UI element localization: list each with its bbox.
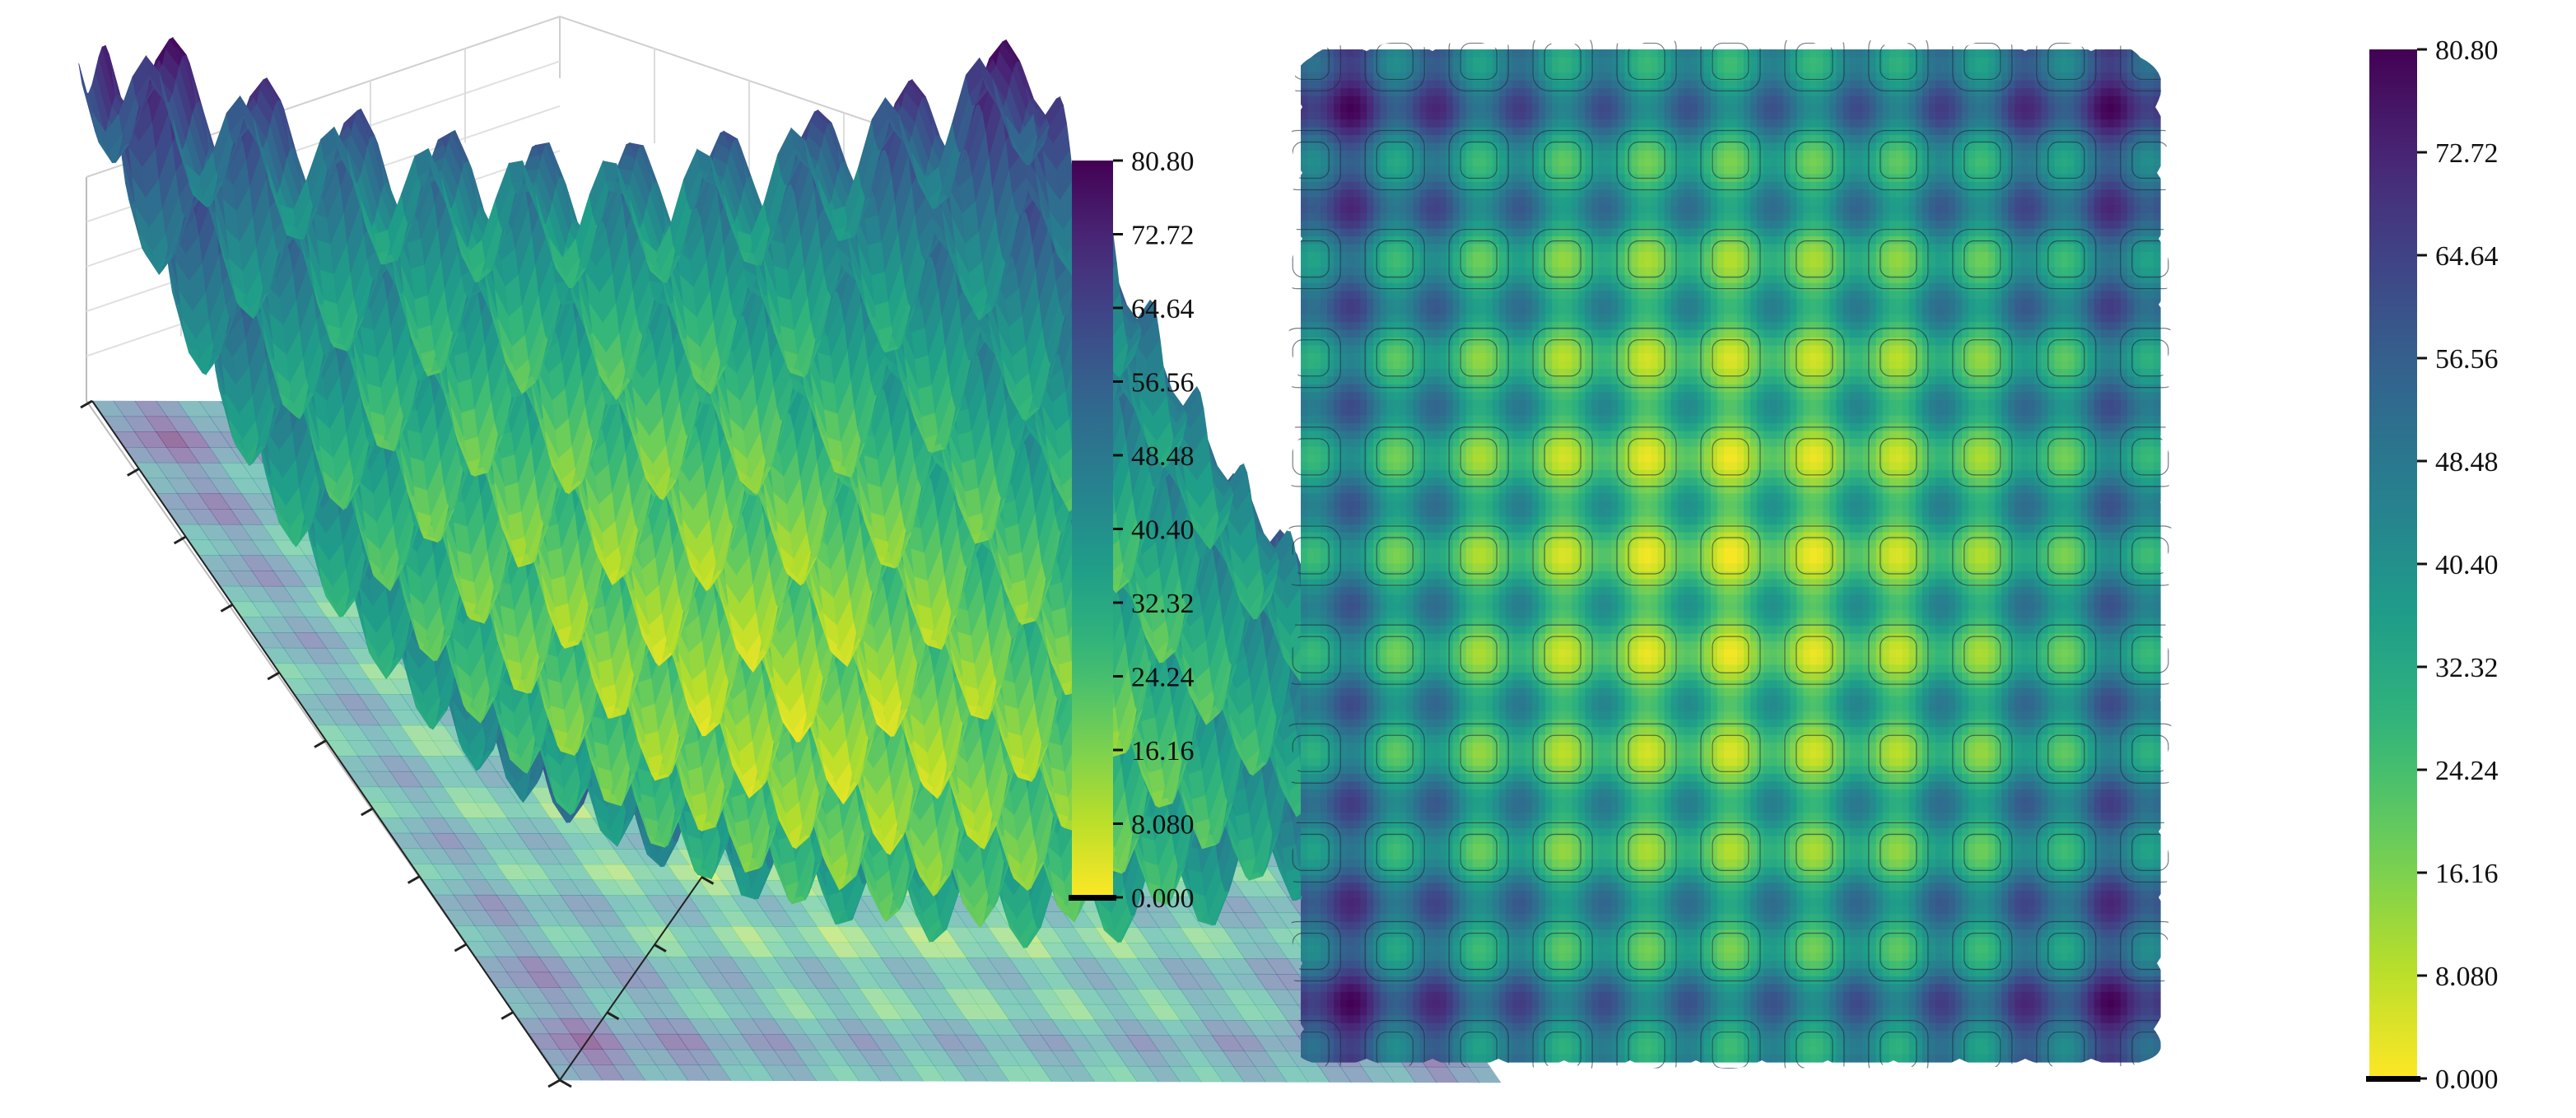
x-axis-tick: [361, 807, 374, 817]
x-axis-tick: [267, 671, 280, 681]
x-axis-tick: [547, 1078, 561, 1088]
x-axis-tick: [454, 943, 468, 953]
surface-mesh: [78, 36, 1502, 948]
y-axis-tick: [559, 1078, 572, 1088]
x-axis-tick: [407, 875, 421, 884]
surface-3d-chart: [78, 15, 1502, 1088]
x-axis-tick: [314, 739, 327, 748]
x-axis-tick: [501, 1011, 514, 1020]
